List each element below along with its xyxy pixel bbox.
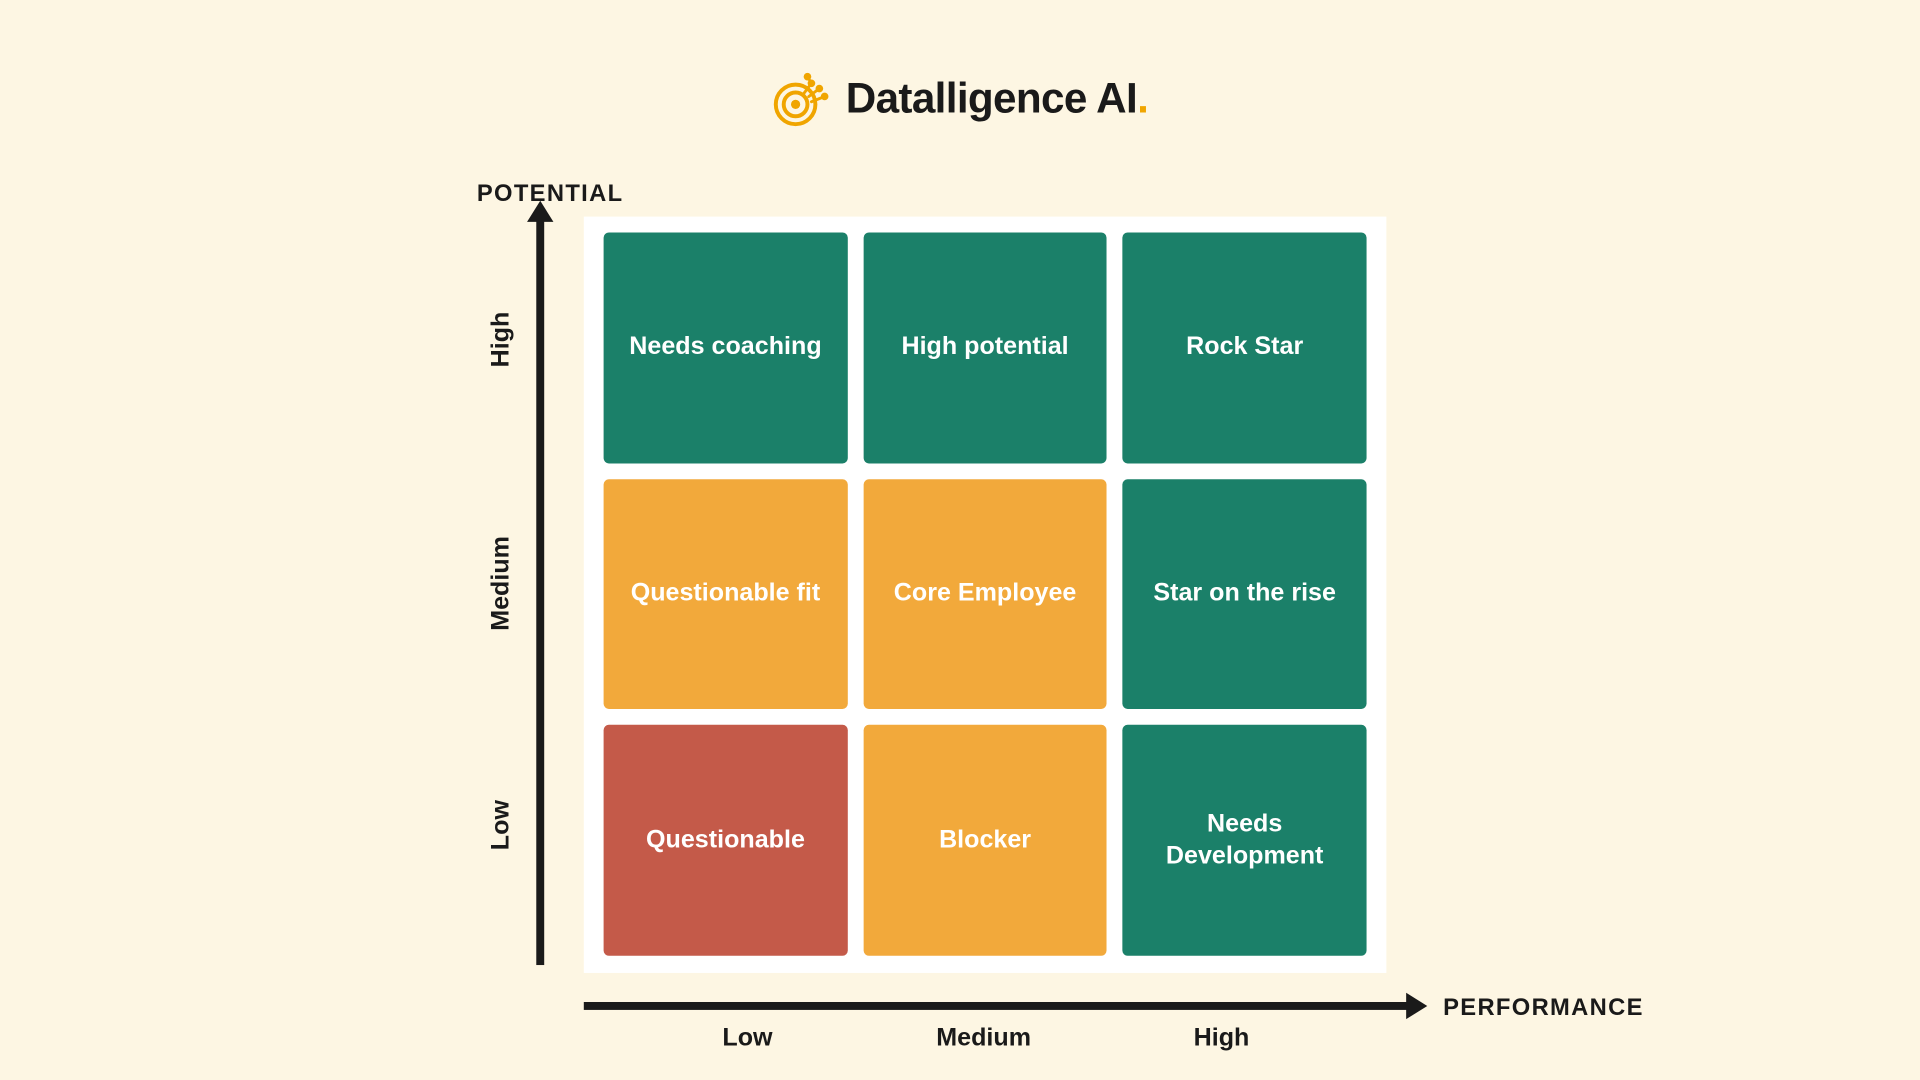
y-axis-arrow	[536, 219, 544, 965]
x-tick-low: Low	[722, 1024, 772, 1053]
x-axis-title: PERFORMANCE	[1443, 994, 1644, 1022]
matrix-cell-1-0: Questionable fit	[604, 479, 848, 710]
y-tick-low: Low	[487, 800, 516, 850]
matrix-cell-0-2: Rock Star	[1123, 232, 1367, 463]
x-tick-high: High	[1194, 1024, 1250, 1053]
nine-box-grid: Needs coachingHigh potentialRock Star Que…	[604, 232, 1367, 955]
x-axis-arrow	[584, 1002, 1409, 1010]
brand-logo: Datalligence AI.	[772, 67, 1148, 128]
y-tick-medium: Medium	[487, 536, 516, 631]
nine-box-matrix: Datalligence AI. POTENTIAL PERFORMANCE N…	[0, 1, 1920, 1078]
matrix-cell-2-0: Questionable	[604, 725, 848, 956]
y-tick-high: High	[487, 312, 516, 368]
brand-name: Datalligence AI.	[846, 73, 1148, 122]
matrix-cell-2-2: Needs Development	[1123, 725, 1367, 956]
matrix-cell-0-0: Needs coaching	[604, 232, 848, 463]
target-icon	[772, 67, 833, 128]
matrix-cell-2-1: Blocker	[863, 725, 1107, 956]
matrix-cell-1-1: Core Employee	[863, 479, 1107, 710]
matrix-cell-1-2: Star on the rise	[1123, 479, 1367, 710]
matrix-cell-0-1: High potential	[863, 232, 1107, 463]
x-tick-medium: Medium	[936, 1024, 1031, 1053]
brand-dot: .	[1137, 73, 1148, 121]
